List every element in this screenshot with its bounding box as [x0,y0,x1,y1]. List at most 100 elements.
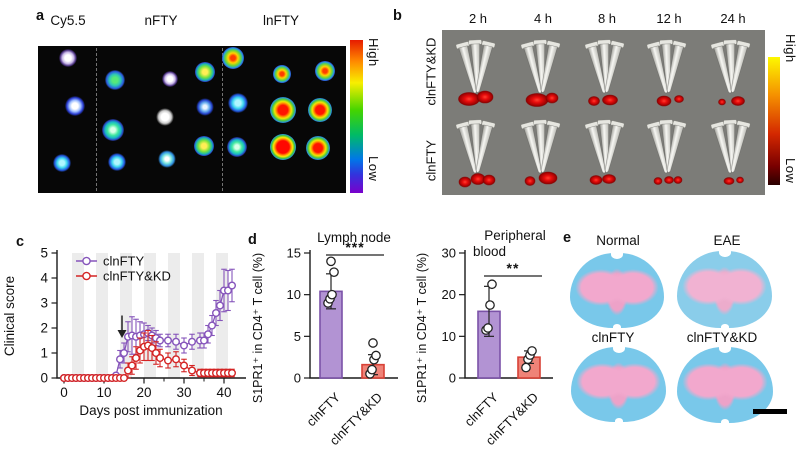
panel-b-label: b [393,8,402,24]
svg-text:30: 30 [176,385,191,400]
signal-blob [538,171,558,185]
tube-group [584,39,625,106]
svg-text:10: 10 [96,385,111,400]
svg-text:10: 10 [287,287,301,302]
panel-e-label-clnftykd: clnFTY&KD [686,330,758,345]
svg-text:clnFTY: clnFTY [461,389,501,429]
svg-text:Clinical score: Clinical score [2,276,17,356]
fluorescent-spot [228,93,248,113]
panel-b-time-2h: 2 h [468,11,488,26]
spinal-cord-clnfty [571,347,666,422]
svg-text:clnFTY&KD: clnFTY&KD [103,269,171,284]
fluorescent-spot [102,119,124,141]
signal-blob [524,176,536,186]
signal-blob [653,177,663,185]
svg-text:3: 3 [40,296,48,311]
signal-blob [656,95,672,107]
svg-text:Days post immunization: Days post immunization [79,403,222,418]
tube-group [710,119,751,185]
panel-e-label-eae: EAE [713,233,741,248]
panel-b-time-4h: 4 h [533,11,553,26]
fluorescent-spot [196,98,214,116]
fluorescent-spot [270,97,296,123]
tube-group [520,39,561,107]
panel-a-divider [96,48,97,191]
signal-blob [458,176,472,188]
svg-text:4: 4 [40,271,48,286]
signal-blob [674,95,684,103]
panel-a-colorbar [350,40,363,193]
signal-blob [545,92,559,104]
fluorescent-spot [315,61,335,81]
fluorescent-spot [156,108,174,126]
fluorescent-spot [222,47,244,69]
fluorescent-spot [53,154,71,172]
svg-text:clnFTY: clnFTY [303,389,343,429]
panel-a-divider [222,48,223,191]
svg-text:0: 0 [294,371,301,386]
svg-text:20: 20 [442,287,456,302]
panel-a-col-lnfty: lnFTY [262,13,299,28]
panel-b-time-24h: 24 h [720,11,746,26]
signal-blob [525,93,549,107]
tube-group [710,39,751,106]
tube-group [455,119,496,188]
signal-blob [602,174,616,184]
tube-group [646,119,687,185]
svg-text:**: ** [507,260,520,276]
panel-e-label: e [563,230,572,246]
tube-group [520,119,561,186]
fluorescent-spot [162,71,178,87]
signal-blob [476,90,494,104]
fluorescent-spot [108,153,126,171]
fluorescent-spot [306,136,330,160]
svg-text:Lymph node: Lymph node [317,230,391,245]
svg-text:Peripheral: Peripheral [484,228,546,243]
svg-text:0: 0 [40,371,48,386]
panel-e-label-clnfty: clnFTY [591,330,635,345]
panel-b-tube-image [442,30,765,195]
svg-text:0: 0 [449,371,456,386]
panel-a-col-cy55: Cy5.5 [50,13,86,28]
svg-text:15: 15 [287,246,301,261]
panel-a-fluorescence-image [38,46,346,193]
svg-text:S1PR1⁺ in CD4⁺ T cell (%): S1PR1⁺ in CD4⁺ T cell (%) [251,253,265,403]
fluorescent-spot [194,136,214,156]
lymph-node-bar-chart: 0 5 10 15 S1PR1⁺ in CD4⁺ T cell (%) Lymph nod… [251,230,398,448]
fluorescent-spot [105,70,125,90]
signal-blob [602,94,618,106]
signal-blob [718,98,726,106]
svg-text:40: 40 [216,385,231,400]
signal-blob [673,176,683,184]
fluorescent-spot [308,98,332,122]
signal-blob [458,92,480,106]
fluorescent-spot [65,96,85,116]
panel-b-row-clnftykd: clnFTY&KD [423,37,439,106]
svg-text:5: 5 [40,246,48,261]
scale-bar [753,409,787,414]
panel-a-high-label: High [366,38,381,67]
panel-a-low-label: Low [366,156,381,182]
panel-a-label: a [36,8,45,24]
svg-text:2: 2 [40,321,48,336]
signal-blob [664,176,674,184]
fluorescent-spot [273,65,291,83]
panel-b-tube-drawing [455,39,751,188]
panel-b-time-12h: 12 h [656,11,682,26]
fluorescent-spot [158,150,176,168]
panel-a-col-nfty: nFTY [144,13,178,28]
signal-blob [482,174,496,186]
clinical-score-chart: 0 1 2 3 4 5 0 10 20 30 40 Clinical score Days post i… [2,246,246,418]
panel-b-high-label: High [783,34,798,63]
signal-blob [723,177,735,185]
svg-text:0: 0 [60,385,68,400]
svg-text:5: 5 [294,329,301,344]
panel-e-label-normal: Normal [596,233,640,248]
panel-b-colorbar [768,57,780,185]
tube-group [584,119,625,185]
fluorescent-spot [59,49,77,67]
spinal-cord-eae [677,251,772,328]
svg-text:S1PR1⁺ in CD4⁺ T cell (%): S1PR1⁺ in CD4⁺ T cell (%) [415,253,429,403]
svg-text:30: 30 [442,246,456,261]
panel-b-row-clnfty: clnFTY [423,139,439,182]
